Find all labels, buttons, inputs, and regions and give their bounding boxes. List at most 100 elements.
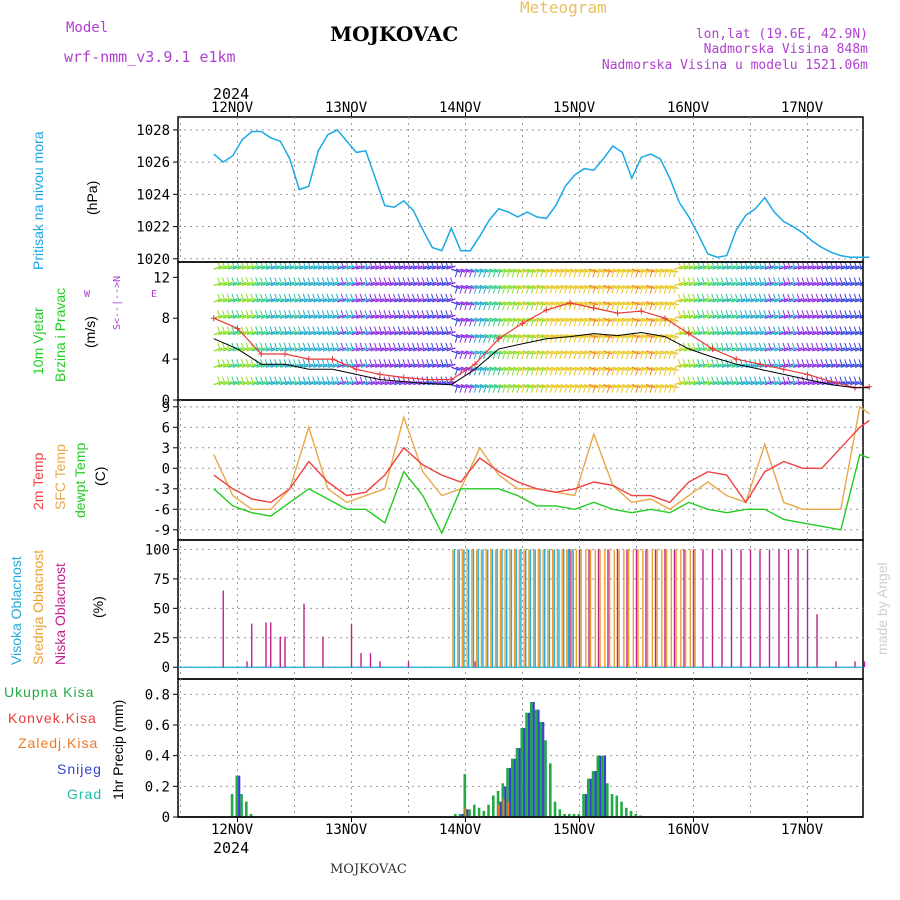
wind-barb [223,363,233,368]
wind-barb-flag [573,369,577,376]
wind-barb [375,363,385,368]
temp-tick-label: 0 [162,461,170,477]
wind-barb [550,317,561,322]
day-label-bottom: 14NOV [439,822,482,838]
wind-barb-flag [668,386,672,393]
wind-barb-flag [754,293,757,301]
wind-barb [242,363,252,368]
wind-barb-flag [260,342,263,350]
wind-barb [650,384,660,389]
wind-barb [693,265,703,270]
wind-barb [517,317,527,322]
precip-total-bar [629,810,633,817]
wind-barb [498,317,508,322]
wind-barb-flag [530,352,534,360]
wind-barb [246,314,257,319]
wind-barb [389,330,399,336]
wind-barb-flag [630,287,634,294]
wind-barb-flag [317,342,320,350]
wind-barb [427,298,437,303]
wind-barb [484,284,494,290]
precip-total-bar [520,728,524,817]
wind-barb-flag [720,293,724,301]
wind-barb-flag [758,326,762,333]
wind-barb-flag [502,270,506,278]
wind-barb-flag [355,376,358,383]
wind-barb-flag [440,277,444,284]
wind-barb-flag [293,293,297,301]
wind-barb-flag [250,310,254,317]
wind-barb-flag [226,293,230,301]
wind-barb [712,314,722,319]
wind-barb [417,330,428,336]
wind-barb [664,284,675,290]
wind-barb-flag [516,369,520,376]
wind-barb-flag [497,303,501,311]
wind-barb [303,363,314,368]
wind-barb-flag [364,342,368,350]
wind-barb [607,350,618,355]
wind-barb-flag [654,386,658,393]
wind-barb-flag [621,386,624,393]
precip-total-bar [468,809,471,817]
wind-gust-line-point [377,371,383,378]
wind-barb-flag [502,336,506,343]
wind-barb-flag [450,293,453,301]
wind-barb-flag [549,336,553,343]
wind-barb-flag [806,326,810,333]
wind-barb [655,301,665,306]
wind-gust-line-point [638,308,645,315]
precip-total-bar [473,804,476,817]
wind-barb-flag [222,376,225,383]
wind-barb [318,381,328,386]
wind-barb [489,366,499,371]
wind-barb [341,347,352,352]
precip-total-bar [458,813,462,817]
wind-barb-flag [754,342,757,350]
wind-barb-flag [611,386,615,393]
wind-barb [550,284,561,290]
wind-barb [816,363,827,368]
wind-barb [389,298,399,303]
wind-barb [617,317,627,322]
wind-barb [641,284,651,290]
temp-tick-label: 6 [162,420,170,436]
wind-barb [370,381,380,386]
wind-barb [631,366,641,371]
wind-barb [508,301,518,306]
wind-barb [579,301,589,306]
wind-barb-flag [435,326,439,333]
wind-barb [332,363,342,368]
wind-barb [797,363,808,368]
wind-barb [522,301,532,306]
wind-barb-flag [587,352,591,360]
wind-barb [603,384,613,389]
wind-barb-flag [749,293,753,301]
wind-barb-flag [226,359,230,366]
wind-barb-flag [260,293,263,301]
wind-barb-flag [393,342,396,350]
wind-barb [341,281,352,287]
wind-barb-flag [678,359,681,366]
precip-snow-bar [504,786,507,817]
wind-barb [797,347,808,352]
wind-barb [318,314,328,319]
wind-barb-flag [815,310,819,317]
wind-barb-flag [445,293,449,301]
wind-barb [769,281,779,287]
wind-barb [655,317,665,322]
wind-barb [831,298,841,303]
wind-barb [455,268,466,273]
wind-barb-flag [402,310,406,317]
wind-barb [455,317,466,322]
wind-barb-flag [241,326,244,333]
wind-barb-flag [644,352,648,360]
wind-barb [470,350,480,355]
wind-barb-flag [853,342,857,350]
wind-barb [531,384,542,389]
wind-barb [384,265,394,270]
wind-barb [688,347,698,352]
wind-barb-flag [407,310,411,317]
wind-barb-flag [834,342,838,350]
wind-barb [726,363,736,368]
